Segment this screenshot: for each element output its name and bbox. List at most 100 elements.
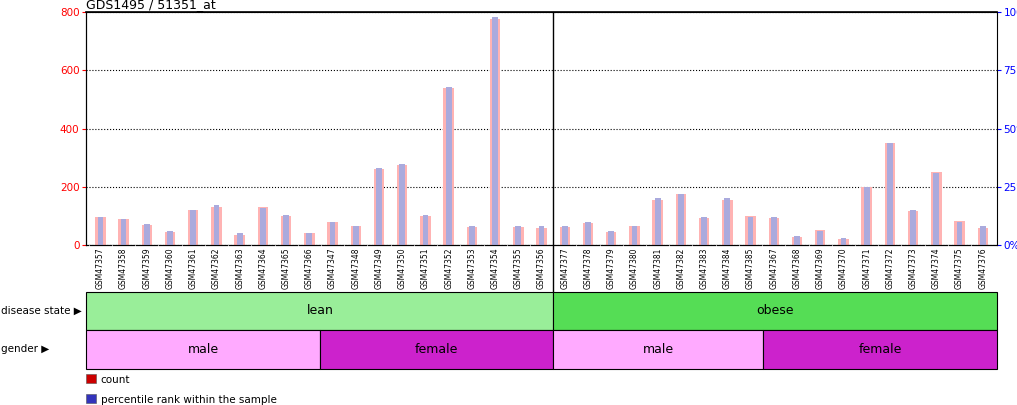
Text: GSM47366: GSM47366	[305, 247, 314, 289]
Text: GSM47373: GSM47373	[908, 247, 917, 289]
Text: GSM47380: GSM47380	[630, 247, 639, 289]
Text: GSM47375: GSM47375	[955, 247, 964, 289]
Bar	[585, 222, 591, 245]
Bar	[977, 228, 988, 245]
Text: GSM47349: GSM47349	[374, 247, 383, 289]
Text: GSM47353: GSM47353	[468, 247, 476, 289]
Text: GSM47365: GSM47365	[282, 247, 291, 289]
Bar	[957, 222, 962, 245]
Bar	[910, 210, 916, 245]
Bar	[771, 217, 777, 245]
Bar	[675, 194, 686, 245]
Bar	[214, 205, 220, 245]
Bar	[304, 233, 314, 245]
Text: obese: obese	[757, 304, 793, 318]
Bar	[284, 215, 289, 245]
Bar	[141, 225, 152, 245]
Bar	[908, 211, 918, 245]
Bar	[98, 217, 104, 245]
Bar	[818, 231, 823, 245]
Bar	[235, 235, 245, 245]
Bar	[764, 330, 997, 369]
Bar	[167, 231, 173, 245]
Text: GSM47358: GSM47358	[119, 247, 128, 289]
Bar	[632, 226, 638, 245]
Bar	[583, 223, 593, 245]
Bar	[701, 217, 707, 245]
Text: GSM47352: GSM47352	[444, 247, 454, 289]
Bar	[747, 217, 754, 245]
Bar	[934, 173, 939, 245]
Bar	[745, 217, 756, 245]
Text: GSM47376: GSM47376	[978, 247, 988, 289]
Bar	[351, 226, 361, 245]
Bar	[840, 238, 846, 245]
Text: GSM47384: GSM47384	[723, 247, 732, 289]
Bar	[260, 208, 265, 245]
Bar	[467, 227, 477, 245]
Bar	[559, 227, 570, 245]
Text: GSM47377: GSM47377	[560, 247, 570, 289]
Text: percentile rank within the sample: percentile rank within the sample	[101, 395, 277, 405]
Bar	[954, 221, 965, 245]
Bar	[863, 187, 870, 245]
Text: disease state ▶: disease state ▶	[1, 306, 81, 316]
Bar	[514, 227, 524, 245]
Text: gender ▶: gender ▶	[1, 344, 49, 354]
Text: GSM47362: GSM47362	[212, 247, 221, 289]
Bar	[96, 217, 106, 245]
Text: GSM47359: GSM47359	[142, 247, 152, 289]
Bar	[190, 210, 196, 245]
Text: GSM47363: GSM47363	[235, 247, 244, 289]
Bar	[188, 210, 198, 245]
Bar	[144, 224, 149, 245]
Text: GSM47348: GSM47348	[351, 247, 360, 289]
Bar	[792, 237, 802, 245]
Bar	[86, 292, 553, 330]
Text: GSM47372: GSM47372	[886, 247, 894, 289]
Text: GSM47350: GSM47350	[398, 247, 407, 289]
Text: GSM47361: GSM47361	[189, 247, 197, 289]
Text: female: female	[858, 343, 902, 356]
Bar	[86, 330, 319, 369]
Bar	[861, 187, 872, 245]
Bar	[443, 88, 454, 245]
Bar	[655, 198, 660, 245]
Bar	[815, 230, 826, 245]
Text: GSM47357: GSM47357	[96, 247, 105, 289]
Bar	[374, 169, 384, 245]
Text: male: male	[643, 343, 674, 356]
Bar	[327, 222, 338, 245]
Bar	[838, 239, 848, 245]
Bar	[420, 216, 430, 245]
Bar	[608, 231, 614, 245]
Bar	[932, 172, 942, 245]
Bar	[306, 233, 312, 245]
Bar	[237, 233, 243, 245]
Bar	[423, 215, 428, 245]
Text: GDS1495 / 51351_at: GDS1495 / 51351_at	[86, 0, 217, 11]
Text: count: count	[101, 375, 130, 385]
Bar	[678, 194, 683, 245]
Text: GSM47356: GSM47356	[537, 247, 546, 289]
Bar	[281, 216, 291, 245]
Bar	[353, 226, 359, 245]
Text: GSM47367: GSM47367	[769, 247, 778, 289]
Bar	[397, 165, 408, 245]
Bar	[724, 198, 730, 245]
Bar	[887, 143, 893, 245]
Text: GSM47378: GSM47378	[584, 247, 593, 289]
Bar	[212, 207, 222, 245]
Bar	[553, 330, 764, 369]
Text: GSM47383: GSM47383	[700, 247, 709, 289]
Text: GSM47347: GSM47347	[328, 247, 337, 289]
Text: GSM47351: GSM47351	[421, 247, 430, 289]
Bar	[885, 143, 895, 245]
Text: GSM47364: GSM47364	[258, 247, 267, 289]
Bar	[606, 232, 616, 245]
Text: GSM47369: GSM47369	[816, 247, 825, 289]
Bar	[330, 222, 336, 245]
Bar	[376, 168, 382, 245]
Bar	[445, 87, 452, 245]
Bar	[492, 17, 498, 245]
